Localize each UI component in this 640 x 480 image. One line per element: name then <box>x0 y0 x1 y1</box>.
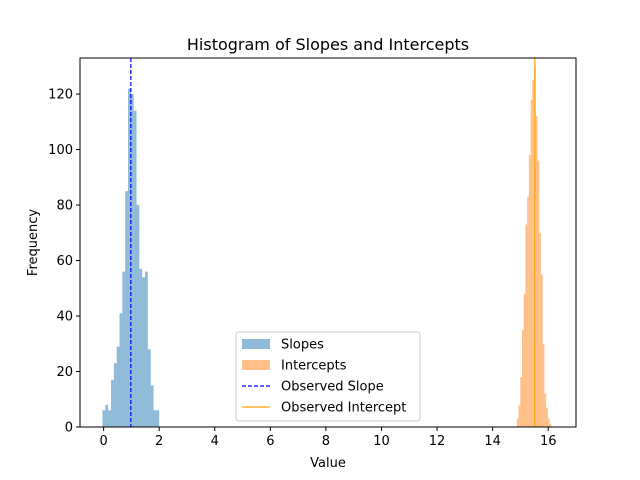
histogram-bar-intercepts-12 <box>537 160 540 427</box>
x-tick-label: 12 <box>429 434 446 449</box>
histogram-bar-intercepts-19 <box>549 424 552 427</box>
histogram-bar-slopes-16 <box>147 349 151 427</box>
x-tick-label: 8 <box>322 434 330 449</box>
histogram-bar-slopes-8 <box>125 191 129 427</box>
y-tick-label: 40 <box>56 310 73 325</box>
plot-frame <box>79 57 577 428</box>
histogram-bar-intercepts-5 <box>525 224 528 427</box>
y-axis-ticks: 0 20 40 60 80 100 120 <box>48 88 80 436</box>
y-tick-label: 60 <box>56 254 73 269</box>
histogram-bar-slopes-9 <box>128 88 131 428</box>
histogram-bar-intercepts-14 <box>540 274 543 427</box>
histogram-bar-intercepts-13 <box>539 232 541 427</box>
histogram-bar-intercepts-18 <box>547 418 550 427</box>
x-axis-title: Value <box>310 456 346 471</box>
histogram-bar-slopes-12 <box>136 205 140 427</box>
x-tick-label: 16 <box>540 434 557 449</box>
y-tick-label: 80 <box>56 199 73 214</box>
histogram-bar-intercepts-0 <box>516 418 519 427</box>
y-tick-label: 20 <box>56 365 73 380</box>
histogram-bar-intercepts-16 <box>544 393 547 427</box>
histogram-bar-slopes-0 <box>102 410 106 427</box>
legend-label-intercepts: Intercepts <box>281 359 347 374</box>
histogram-bar-slopes-13 <box>139 268 143 427</box>
x-tick-label: 14 <box>484 434 501 449</box>
legend-label-observed-slope: Observed Slope <box>281 380 384 395</box>
histogram-bar-intercepts-2 <box>520 377 522 427</box>
histogram-bar-slopes-17 <box>150 385 154 427</box>
x-tick-label: 2 <box>155 434 163 449</box>
histogram-bar-slopes-18 <box>153 410 157 427</box>
legend: Slopes Intercepts Observed Slope Observed I… <box>235 331 421 422</box>
histogram-bar-intercepts-7 <box>528 155 531 428</box>
histogram-bar-slopes-3 <box>111 379 114 427</box>
histogram-bar-intercepts-11 <box>535 116 538 427</box>
x-axis-ticks: 0 2 4 6 8 10 12 14 16 <box>99 427 556 449</box>
y-tick-label: 100 <box>48 143 73 158</box>
x-tick-label: 4 <box>211 434 219 449</box>
histogram-bar-slopes-19 <box>156 410 160 427</box>
histogram-bar-slopes-5 <box>116 346 120 427</box>
histogram-bar-intercepts-15 <box>542 343 545 427</box>
histogram-bar-intercepts-9 <box>532 80 535 427</box>
y-tick-label: 120 <box>48 88 73 103</box>
legend-label-slopes: Slopes <box>281 338 324 353</box>
histogram-bar-intercepts-3 <box>521 329 524 427</box>
reference-lines-layer <box>130 58 536 427</box>
x-tick-label: 0 <box>99 434 107 449</box>
legend-box <box>235 331 421 422</box>
x-tick-label: 10 <box>373 434 390 449</box>
histogram-bar-slopes-15 <box>145 271 148 427</box>
histogram-bar-slopes-6 <box>119 313 123 427</box>
histogram-bar-slopes-11 <box>133 110 137 428</box>
histogram-bar-slopes-2 <box>108 410 112 427</box>
legend-swatch-slopes <box>242 339 270 349</box>
histogram-bar-slopes-1 <box>105 404 109 427</box>
histogram-bar-intercepts-6 <box>527 196 529 427</box>
chart-title: Histogram of Slopes and Intercepts <box>187 35 469 54</box>
legend-swatch-intercepts <box>242 360 270 370</box>
histogram-bar-slopes-4 <box>113 363 117 427</box>
histogram-bar-slopes-10 <box>130 94 134 427</box>
histogram-bar-intercepts-8 <box>530 99 533 428</box>
y-axis-title: Frequency <box>26 209 41 276</box>
histogram-bar-slopes-14 <box>142 277 146 427</box>
histogram-bar-slopes-7 <box>122 271 126 427</box>
x-tick-label: 6 <box>266 434 274 449</box>
histogram-bar-intercepts-1 <box>518 404 521 427</box>
y-tick-label: 0 <box>65 421 73 436</box>
legend-label-observed-intercept: Observed Intercept <box>281 401 406 416</box>
histogram-bar-intercepts-4 <box>523 293 526 427</box>
histogram-bar-intercepts-17 <box>546 407 548 427</box>
